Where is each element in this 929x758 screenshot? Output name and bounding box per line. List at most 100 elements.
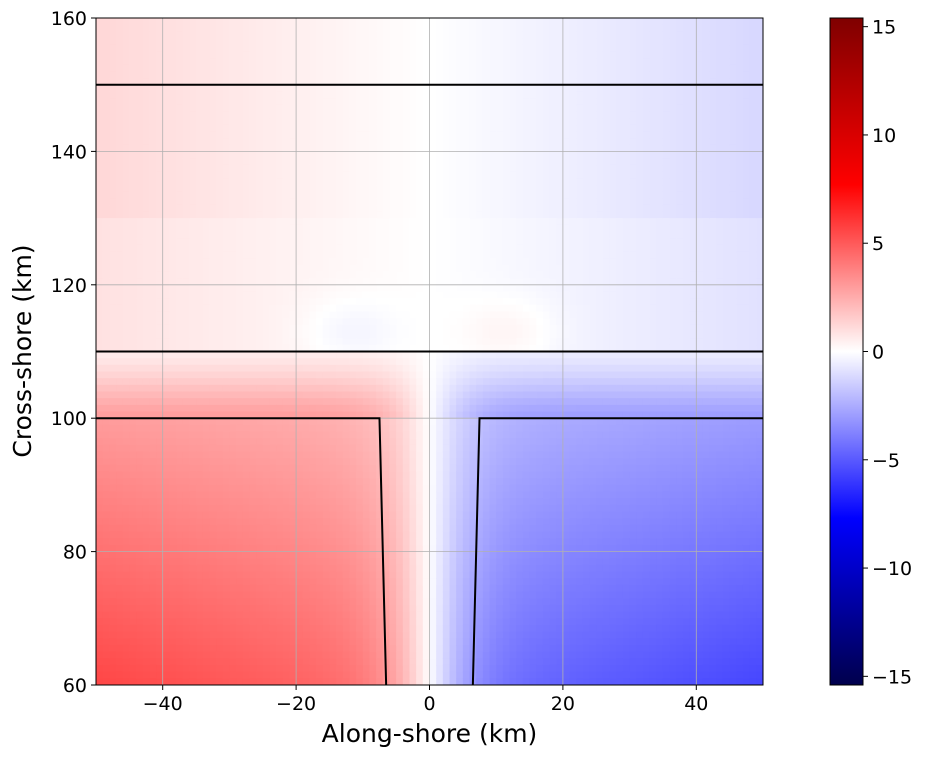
heatmap-cell bbox=[402, 604, 411, 613]
heatmap-cell bbox=[142, 224, 150, 233]
heatmap-cell bbox=[322, 18, 331, 26]
heatmap-cell bbox=[142, 98, 150, 106]
heatmap-cell bbox=[382, 618, 391, 626]
heatmap-cell bbox=[276, 131, 284, 139]
heatmap-cell bbox=[102, 471, 110, 479]
heatmap-cell bbox=[176, 258, 184, 266]
heatmap-cell bbox=[369, 564, 377, 573]
heatmap-cell bbox=[409, 384, 417, 393]
heatmap-cell bbox=[276, 384, 284, 393]
heatmap-cell bbox=[309, 351, 317, 359]
heatmap-cell bbox=[142, 284, 150, 293]
heatmap-cell bbox=[96, 138, 104, 146]
heatmap-cell bbox=[289, 538, 297, 546]
heatmap-cell bbox=[116, 24, 124, 32]
heatmap-cell bbox=[229, 484, 237, 493]
heatmap-cell bbox=[129, 531, 137, 539]
heatmap-cell bbox=[362, 551, 371, 559]
heatmap-cell bbox=[289, 464, 297, 473]
heatmap-cell bbox=[416, 604, 424, 613]
heatmap-cell bbox=[409, 438, 417, 446]
heatmap-cell bbox=[216, 184, 224, 193]
heatmap-cell bbox=[269, 231, 277, 239]
heatmap-cell bbox=[289, 278, 297, 286]
heatmap-cell bbox=[356, 678, 364, 685]
heatmap-cell bbox=[202, 244, 210, 253]
heatmap-cell bbox=[96, 344, 104, 353]
heatmap-cell bbox=[242, 604, 251, 613]
heatmap-cell bbox=[282, 578, 291, 586]
heatmap-cell bbox=[242, 571, 251, 579]
heatmap-cell bbox=[129, 84, 137, 92]
heatmap-cell bbox=[296, 411, 304, 419]
heatmap-cell bbox=[309, 211, 317, 219]
heatmap-cell bbox=[102, 51, 110, 59]
heatmap-cell bbox=[282, 658, 291, 666]
heatmap-cell bbox=[249, 571, 257, 579]
heatmap-cell bbox=[229, 164, 237, 173]
heatmap-cell bbox=[362, 471, 371, 479]
heatmap-cell bbox=[122, 111, 130, 119]
heatmap-cell bbox=[129, 478, 137, 486]
heatmap-cell bbox=[276, 244, 284, 253]
heatmap-cell bbox=[376, 18, 384, 26]
heatmap-cell bbox=[402, 624, 411, 633]
heatmap-cell bbox=[202, 551, 210, 559]
heatmap-cell bbox=[122, 671, 130, 679]
heatmap-cell bbox=[229, 38, 237, 46]
heatmap-cell bbox=[122, 538, 130, 546]
heatmap-cell bbox=[309, 138, 317, 146]
heatmap-cell bbox=[122, 391, 130, 399]
heatmap-cell bbox=[309, 524, 317, 533]
heatmap-cell bbox=[209, 404, 217, 413]
heatmap-cell bbox=[109, 44, 117, 52]
heatmap-cell bbox=[196, 258, 204, 266]
heatmap-cell bbox=[122, 584, 130, 593]
heatmap-cell bbox=[382, 158, 391, 166]
heatmap-cell bbox=[389, 358, 397, 366]
heatmap-cell bbox=[282, 618, 291, 626]
heatmap-cell bbox=[242, 371, 251, 379]
heatmap-cell bbox=[249, 611, 257, 619]
heatmap-cell bbox=[369, 471, 377, 479]
heatmap-cell bbox=[242, 664, 251, 673]
heatmap-cell bbox=[422, 431, 431, 439]
heatmap-cell bbox=[222, 211, 230, 219]
heatmap-cell bbox=[256, 398, 264, 406]
heatmap-cell bbox=[182, 158, 190, 166]
heatmap-cell bbox=[182, 378, 190, 386]
heatmap-cell bbox=[289, 631, 297, 639]
heatmap-cell bbox=[242, 644, 251, 653]
heatmap-cell bbox=[102, 211, 110, 219]
heatmap-cell bbox=[416, 531, 424, 539]
heatmap-cell bbox=[102, 18, 110, 26]
heatmap-cell bbox=[176, 104, 184, 112]
heatmap-cell bbox=[229, 198, 237, 206]
heatmap-cell bbox=[109, 138, 117, 146]
heatmap-cell bbox=[316, 271, 324, 279]
heatmap-cell bbox=[109, 658, 117, 666]
heatmap-cell bbox=[369, 444, 377, 453]
heatmap-cell bbox=[276, 618, 284, 626]
heatmap-cell bbox=[249, 664, 257, 673]
heatmap-cell bbox=[142, 164, 150, 173]
heatmap-cell bbox=[362, 251, 371, 259]
heatmap-cell bbox=[176, 298, 184, 306]
heatmap-cell bbox=[142, 104, 150, 112]
heatmap-cell bbox=[269, 338, 277, 346]
heatmap-cell bbox=[402, 224, 411, 233]
heatmap-cell bbox=[262, 511, 271, 519]
heatmap-cell bbox=[156, 551, 164, 559]
heatmap-cell bbox=[276, 318, 284, 326]
heatmap-cell bbox=[289, 484, 297, 493]
heatmap-cell bbox=[202, 384, 210, 393]
heatmap-cell bbox=[142, 464, 150, 473]
heatmap-cell bbox=[256, 564, 264, 573]
heatmap-cell bbox=[376, 178, 384, 186]
heatmap-cell bbox=[409, 358, 417, 366]
heatmap-cell bbox=[216, 398, 224, 406]
heatmap-cell bbox=[142, 211, 150, 219]
heatmap-cell bbox=[349, 391, 357, 399]
heatmap-cell bbox=[142, 411, 150, 419]
